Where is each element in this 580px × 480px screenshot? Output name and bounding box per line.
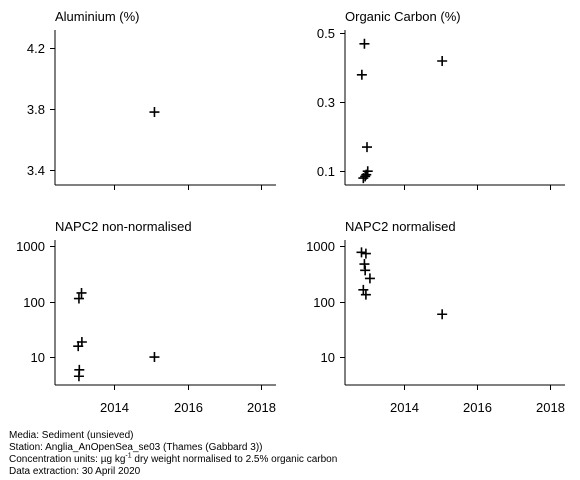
data-point	[73, 371, 84, 382]
footer-units-suffix: dry weight normalised to 2.5% organic ca…	[131, 454, 338, 465]
y-tick-label: 0.1	[317, 164, 335, 179]
data-point	[362, 142, 372, 153]
panel-organic-carbon: Organic Carbon (%) 0.1 0.3 0.5	[317, 9, 565, 190]
footer-station: Station: Anglia_AnOpenSea_se03 (Thames (…	[9, 442, 263, 453]
footer-units-sup: -1	[125, 452, 132, 460]
data-point	[76, 287, 87, 298]
y-tick-label: 0.5	[317, 26, 335, 41]
data-point	[360, 248, 371, 259]
panel-title: NAPC2 non-normalised	[55, 219, 192, 234]
panel-title: Organic Carbon (%)	[345, 9, 461, 24]
y-tick-label: 10	[321, 350, 335, 365]
y-tick-label: 100	[313, 295, 335, 310]
data-point	[437, 56, 448, 66]
data-point	[358, 173, 369, 184]
y-tick-label: 3.4	[27, 163, 45, 178]
y-tick-label: 1000	[306, 239, 335, 254]
footer-notes: Media: Sediment (unsieved) Station: Angl…	[9, 430, 337, 478]
panel-napc2-normalised: NAPC2 normalised 10 100 1000 2014 2016 2018	[306, 219, 565, 415]
footer-units: Concentration units: µg kg-1 dry weight …	[9, 452, 338, 466]
x-tick-label: 2014	[100, 400, 129, 415]
footer-extraction: Data extraction: 30 April 2020	[9, 466, 141, 477]
y-tick-label: 3.8	[27, 102, 45, 117]
panel-napc2-non-normalised: NAPC2 non-normalised 10 100 1000 2014 2016 201…	[16, 219, 276, 415]
panel-title: Aluminium (%)	[55, 9, 140, 24]
data-point	[364, 273, 375, 284]
x-tick-label: 2018	[247, 400, 276, 415]
y-tick-label: 10	[31, 350, 45, 365]
data-point	[359, 38, 370, 49]
y-tick-label: 100	[23, 295, 45, 310]
y-tick-label: 1000	[16, 239, 45, 254]
footer-media: Media: Sediment (unsieved)	[9, 430, 134, 441]
data-point	[358, 284, 369, 295]
x-tick-label: 2016	[174, 400, 203, 415]
data-point	[360, 265, 371, 276]
data-point	[73, 293, 84, 304]
data-point	[149, 352, 160, 363]
y-tick-label: 0.3	[317, 95, 335, 110]
panel-title: NAPC2 normalised	[345, 219, 456, 234]
panel-aluminium: Aluminium (%) 3.4 3.8 4.2	[27, 9, 276, 190]
data-point	[360, 289, 371, 300]
data-point	[356, 247, 367, 258]
data-point	[73, 341, 84, 352]
y-tick-label: 4.2	[27, 41, 45, 56]
data-point	[360, 171, 371, 182]
data-point	[356, 69, 367, 80]
x-tick-label: 2014	[390, 400, 419, 415]
x-tick-label: 2018	[536, 400, 565, 415]
footer-units-prefix: Concentration units: µg kg	[9, 454, 126, 465]
x-tick-label: 2016	[463, 400, 492, 415]
data-point	[437, 309, 448, 320]
data-point	[149, 107, 160, 118]
